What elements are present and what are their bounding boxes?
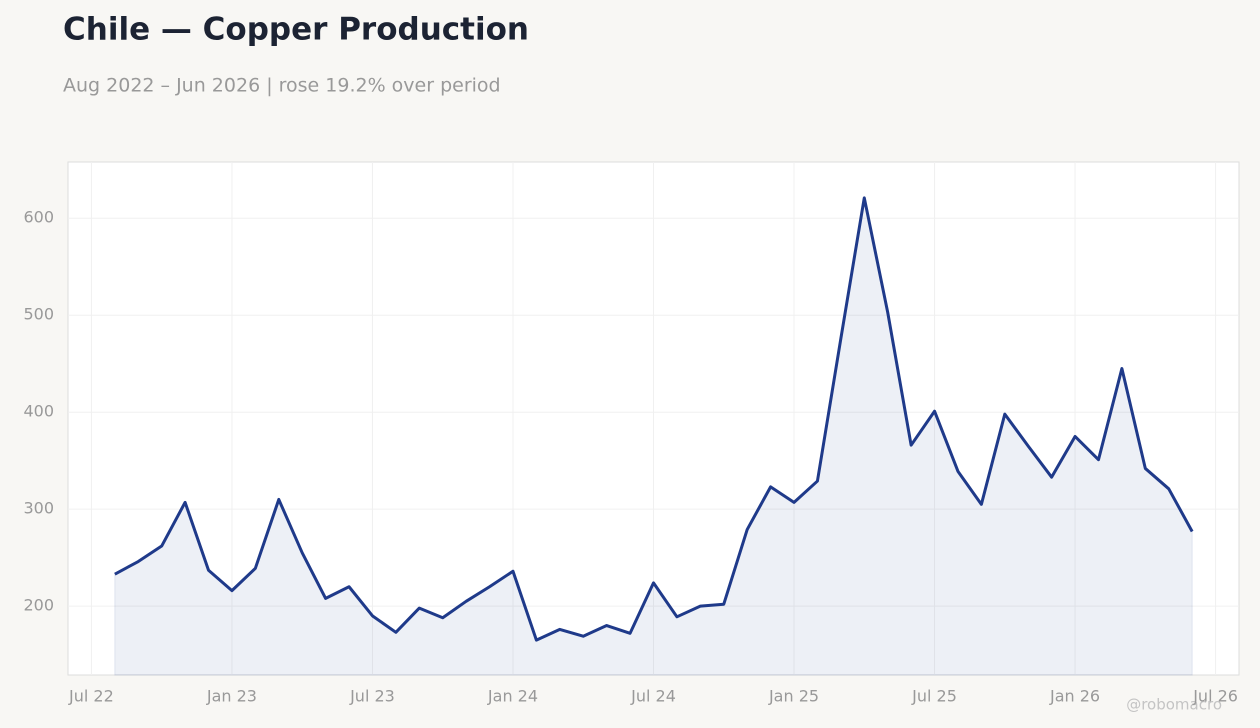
x-tick-label: Jul 23 — [349, 687, 395, 706]
y-tick-label: 300 — [23, 499, 54, 518]
y-tick-label: 600 — [23, 208, 54, 227]
chart-title: Chile — Copper Production — [63, 12, 529, 48]
y-tick-label: 200 — [23, 596, 54, 615]
watermark: @robomacro — [1126, 696, 1222, 714]
x-tick-label: Jan 25 — [768, 687, 819, 706]
x-tick-label: Jan 23 — [206, 687, 257, 706]
y-tick-label: 400 — [23, 402, 54, 421]
x-tick-label: Jul 24 — [630, 687, 676, 706]
x-tick-label: Jul 22 — [68, 687, 114, 706]
x-tick-label: Jul 26 — [1192, 687, 1238, 706]
marks — [114, 196, 1194, 676]
x-tick-label: Jan 26 — [1049, 687, 1100, 706]
line — [114, 196, 1194, 642]
y-tick-label: 500 — [23, 305, 54, 324]
x-tick-label: Jul 25 — [911, 687, 957, 706]
chart-subtitle: Aug 2022 – Jun 2026 | rose 19.2% over pe… — [63, 75, 501, 97]
x-tick-label: Jan 24 — [487, 687, 538, 706]
